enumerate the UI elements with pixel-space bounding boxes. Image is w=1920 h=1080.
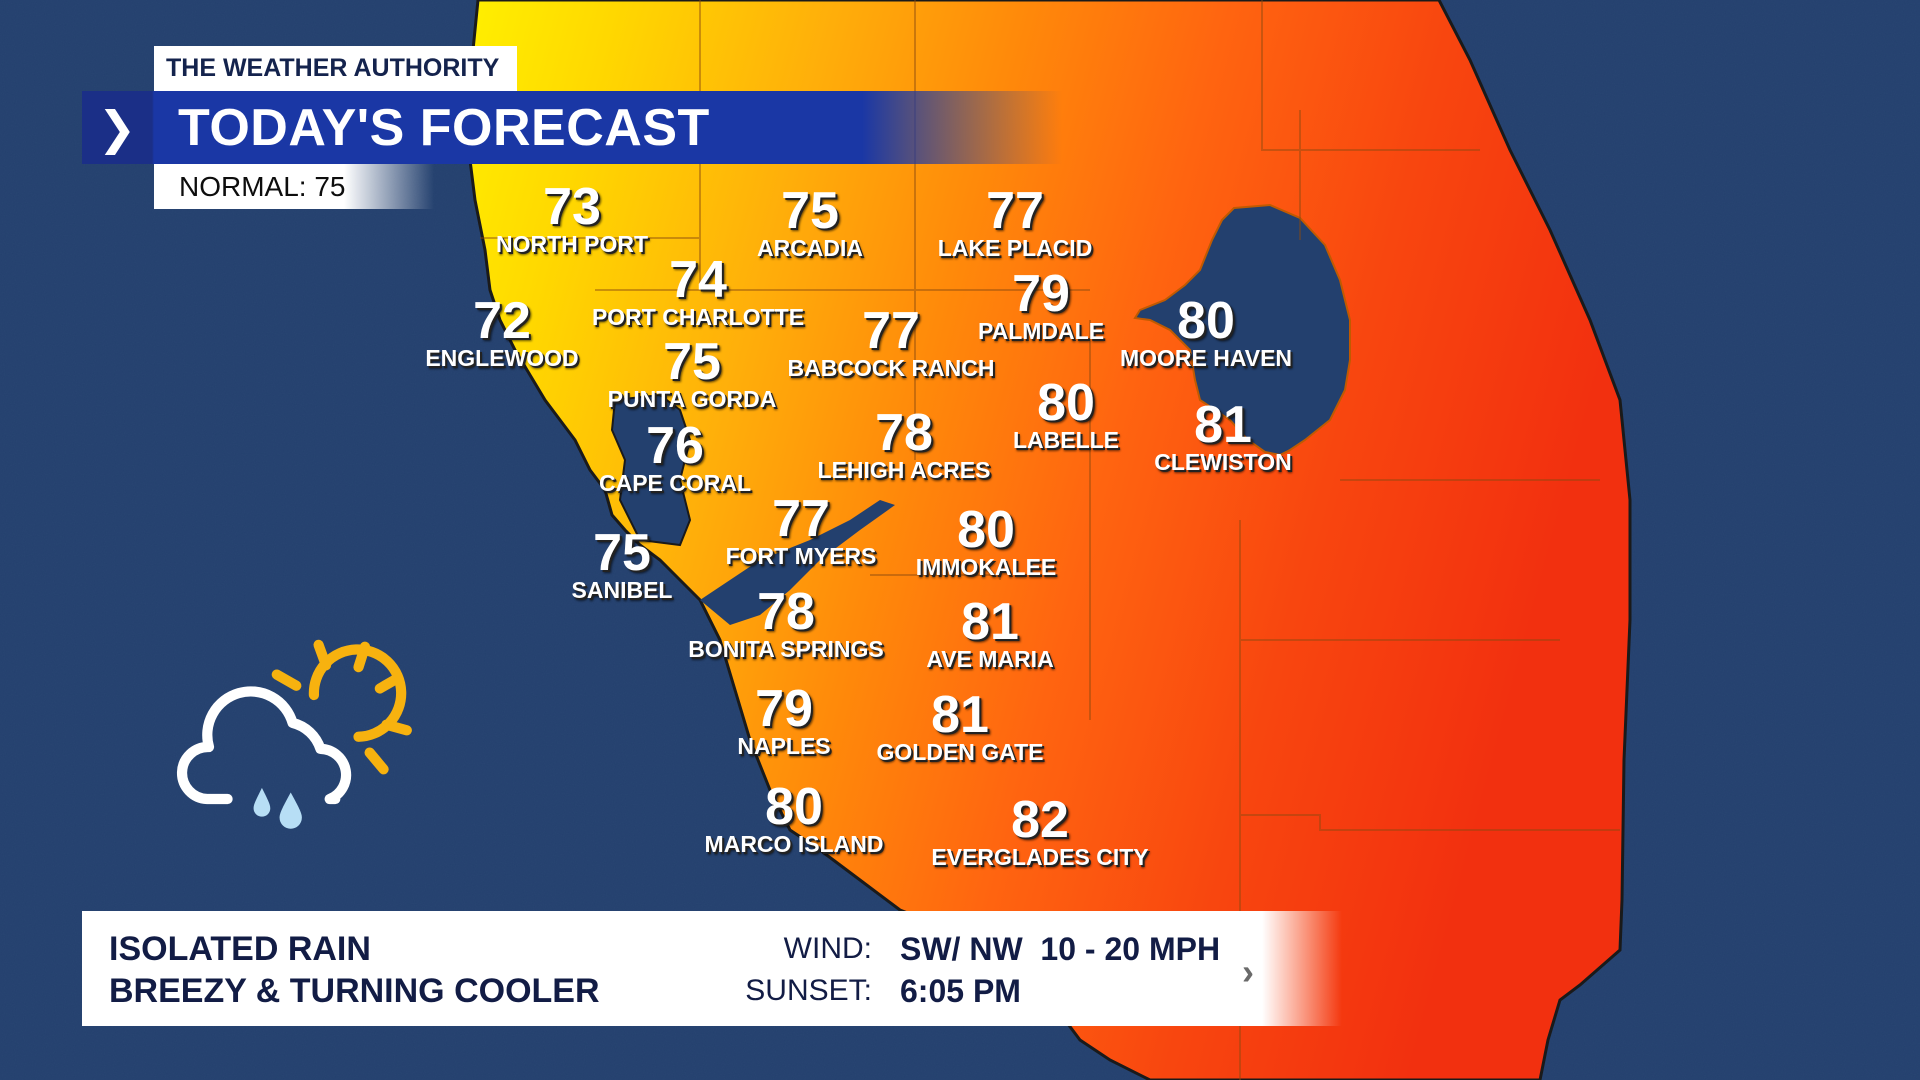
city-name: IMMOKALEE — [915, 554, 1057, 580]
city-temp: 77 — [862, 302, 920, 360]
city-temp: 79 — [1012, 265, 1070, 323]
wind-label: WIND: — [783, 932, 872, 965]
city-temp: 76 — [646, 417, 704, 475]
city-name: AVE MARIA — [926, 646, 1054, 672]
city-temp: 72 — [473, 292, 531, 350]
city-temp: 74 — [669, 251, 727, 309]
brand-label: THE WEATHER AUTHORITY — [166, 54, 500, 82]
city-bonita-springs: 78 BONITA SPRINGS — [688, 583, 884, 662]
city-north-port: 73 NORTH PORT — [495, 178, 649, 257]
wind-value: SW/ NW 10 - 20 MPH — [900, 930, 1221, 967]
city-temp: 81 — [961, 593, 1019, 651]
normal-temp-box: NORMAL: 75 — [154, 164, 434, 209]
city-punta-gorda: 75 PUNTA GORDA — [607, 333, 777, 412]
city-lake-placid: 77 LAKE PLACID — [937, 182, 1093, 261]
forecast-summary-bar: ISOLATED RAIN BREEZY & TURNING COOLER WI… — [82, 911, 1342, 1026]
page-title: TODAY'S FORECAST — [178, 98, 710, 157]
city-temp: 81 — [931, 686, 989, 744]
city-name: BONITA SPRINGS — [688, 636, 884, 662]
city-name: FORT MYERS — [725, 543, 877, 569]
raindrop-icon — [279, 792, 302, 829]
city-ave-maria: 81 AVE MARIA — [926, 593, 1054, 672]
city-marco-island: 80 MARCO ISLAND — [704, 778, 884, 857]
city-temp: 77 — [986, 182, 1044, 240]
city-englewood: 72 ENGLEWOOD — [425, 292, 579, 371]
city-name: LAKE PLACID — [937, 235, 1093, 261]
condition-line-1: ISOLATED RAIN — [109, 930, 371, 968]
title-bar: ❯ TODAY'S FORECAST — [82, 91, 1062, 164]
raindrop-icon — [253, 787, 271, 817]
city-temp: 82 — [1011, 791, 1069, 849]
city-name: CAPE CORAL — [598, 470, 752, 496]
city-fort-myers: 77 FORT MYERS — [725, 490, 877, 569]
forecast-details: WIND: SW/ NW 10 - 20 MPH SUNSET: 6:05 PM — [742, 928, 1220, 1012]
city-temp: 80 — [1177, 292, 1235, 350]
city-moore-haven: 80 MOORE HAVEN — [1119, 292, 1293, 371]
city-name: NAPLES — [737, 733, 831, 759]
partly-sunny-rain-icon — [176, 639, 412, 829]
city-name: PUNTA GORDA — [607, 386, 777, 412]
city-name: ENGLEWOOD — [425, 345, 579, 371]
city-sanibel: 75 SANIBEL — [571, 524, 673, 603]
city-everglades-city: 82 EVERGLADES CITY — [931, 791, 1149, 870]
sunset-value: 6:05 PM — [900, 972, 1021, 1009]
city-golden-gate: 81 GOLDEN GATE — [876, 686, 1044, 765]
city-lehigh-acres: 78 LEHIGH ACRES — [817, 404, 991, 483]
city-temp: 79 — [755, 680, 813, 738]
lake-okeechobee — [1133, 203, 1351, 457]
brand-box: THE WEATHER AUTHORITY — [154, 46, 517, 91]
city-name: MARCO ISLAND — [704, 831, 884, 857]
city-cape-coral: 76 CAPE CORAL — [598, 417, 752, 496]
chevron-right-icon: › — [1242, 951, 1254, 992]
city-temp: 78 — [757, 583, 815, 641]
city-name: NORTH PORT — [495, 231, 649, 257]
sunset-label: SUNSET: — [745, 974, 872, 1007]
city-temp: 75 — [781, 182, 839, 240]
florida-land — [466, 0, 1632, 1080]
city-temp: 77 — [772, 490, 830, 548]
city-name: LABELLE — [1012, 427, 1120, 453]
city-temp: 80 — [765, 778, 823, 836]
city-labelle: 80 LABELLE — [1012, 374, 1120, 453]
city-babcock-ranch: 77 BABCOCK RANCH — [787, 302, 995, 381]
city-name: SANIBEL — [571, 577, 673, 603]
caloosahatchee-river — [700, 500, 895, 625]
city-name: ARCADIA — [756, 235, 864, 261]
city-name: EVERGLADES CITY — [931, 844, 1149, 870]
city-name: MOORE HAVEN — [1119, 345, 1293, 371]
city-name: LEHIGH ACRES — [817, 457, 991, 483]
sunset-row: SUNSET: 6:05 PM — [742, 970, 1220, 1012]
city-name: CLEWISTON — [1154, 449, 1292, 475]
city-temp: 75 — [663, 333, 721, 391]
wind-row: WIND: SW/ NW 10 - 20 MPH — [742, 928, 1220, 970]
chevron-right-icon: ❯ — [97, 101, 137, 154]
city-name: PALMDALE — [977, 318, 1105, 344]
city-arcadia: 75 ARCADIA — [756, 182, 864, 261]
condition-line-2: BREEZY & TURNING COOLER — [109, 972, 600, 1010]
conditions: ISOLATED RAIN BREEZY & TURNING COOLER — [109, 928, 600, 1012]
city-temp: 80 — [957, 501, 1015, 559]
city-temp: 81 — [1194, 396, 1252, 454]
city-immokalee: 80 IMMOKALEE — [915, 501, 1057, 580]
normal-temp: NORMAL: 75 — [179, 170, 346, 202]
city-temp: 80 — [1037, 374, 1095, 432]
city-clewiston: 81 CLEWISTON — [1154, 396, 1292, 475]
city-naples: 79 NAPLES — [737, 680, 831, 759]
city-temp: 75 — [593, 524, 651, 582]
city-palmdale: 79 PALMDALE — [977, 265, 1105, 344]
city-temp: 73 — [543, 178, 601, 236]
charlotte-harbor — [610, 393, 692, 547]
city-temp: 78 — [875, 404, 933, 462]
city-name: GOLDEN GATE — [876, 739, 1044, 765]
city-name: BABCOCK RANCH — [787, 355, 995, 381]
city-port-charlotte: 74 PORT CHARLOTTE — [591, 251, 805, 330]
city-name: PORT CHARLOTTE — [591, 304, 805, 330]
